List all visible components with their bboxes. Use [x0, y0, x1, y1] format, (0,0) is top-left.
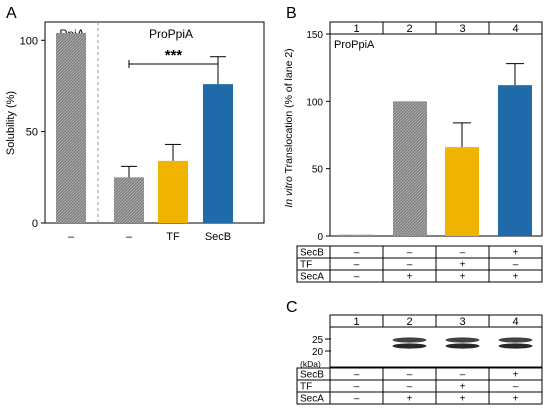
panel-b-title: ProPpiA [334, 39, 375, 51]
condition-label: SecB [300, 370, 324, 381]
condition-value: + [460, 272, 466, 283]
marker-label: 25 [312, 335, 324, 346]
condition-value: – [513, 260, 519, 271]
bar [498, 85, 532, 236]
bar [445, 147, 479, 236]
condition-value: – [407, 260, 413, 271]
x-tick-label: – [126, 231, 133, 243]
lane-number: 1 [353, 316, 359, 328]
condition-value: – [460, 370, 466, 381]
condition-value: + [513, 248, 519, 259]
bar [158, 160, 188, 223]
lane-number: 4 [512, 316, 518, 328]
significance-label: *** [165, 47, 183, 64]
panel-a-frame [44, 21, 265, 224]
lane-number: 3 [459, 23, 465, 35]
condition-value: + [513, 370, 519, 381]
gel-band [498, 343, 533, 349]
lane-number: 2 [406, 316, 412, 328]
condition-label: SecB [300, 248, 324, 259]
panel-b-chart: ProPpiA In vitro Translocation (% of lan… [283, 21, 543, 283]
condition-value: – [354, 248, 360, 259]
panel-a-ylabel: Solubility (%) [5, 91, 17, 155]
condition-label: TF [300, 260, 312, 271]
x-tick-label: SecB [205, 231, 231, 243]
panel-b-ylabel-italic: In vitro [283, 176, 295, 208]
y-tick-label: 50 [312, 165, 324, 176]
lane-number: 4 [512, 23, 518, 35]
condition-value: + [407, 394, 413, 405]
condition-value: – [354, 272, 360, 283]
gel-band [498, 337, 533, 343]
panel-c-table-frame [296, 367, 543, 405]
condition-label: SecA [300, 272, 324, 283]
condition-value: – [354, 394, 360, 405]
condition-label: SecA [300, 394, 324, 405]
condition-value: – [513, 382, 519, 393]
group-label-proppia: ProPpiA [149, 27, 193, 41]
condition-value: + [513, 394, 519, 405]
y-tick-label: 100 [306, 97, 323, 108]
condition-value: + [407, 272, 413, 283]
condition-value: – [354, 260, 360, 271]
condition-value: – [354, 370, 360, 381]
lane-number: 3 [459, 316, 465, 328]
y-tick-label: 0 [32, 218, 38, 230]
condition-value: – [460, 248, 466, 259]
bar [339, 234, 373, 236]
panel-label-a: A [6, 5, 17, 22]
condition-value: – [407, 248, 413, 259]
condition-value: + [513, 272, 519, 283]
panel-a-chart: PpiA ProPpiA Solubility (%) 050100––TFSe… [5, 21, 265, 243]
condition-value: + [460, 260, 466, 271]
condition-value: + [460, 394, 466, 405]
bar [393, 101, 427, 236]
condition-value: – [407, 370, 413, 381]
panel-b-ylabel: In vitro Translocation (% of lane 2) [283, 48, 295, 207]
panel-b-ylabel-rest: Translocation (% of lane 2) [283, 48, 295, 176]
bar [203, 84, 233, 223]
condition-value: + [460, 382, 466, 393]
panel-label-b: B [286, 5, 297, 22]
x-tick-label: – [68, 231, 75, 243]
y-tick-label: 50 [26, 127, 38, 139]
lane-number: 1 [353, 23, 359, 35]
bar [56, 32, 86, 223]
condition-value: – [407, 382, 413, 393]
y-tick-label: 0 [317, 232, 323, 243]
y-tick-label: 150 [306, 30, 323, 41]
condition-label: TF [300, 382, 312, 393]
lane-number: 2 [406, 23, 412, 35]
gel-band [445, 343, 480, 349]
marker-label: 20 [312, 347, 324, 358]
panel-label-c: C [286, 299, 298, 316]
y-tick-label: 100 [20, 35, 38, 47]
bar [114, 177, 144, 223]
marker-unit: (kDa) [300, 359, 321, 369]
gel-band [392, 343, 427, 349]
gel-band [445, 337, 480, 343]
condition-value: – [354, 382, 360, 393]
panel-b-table-frame [296, 245, 543, 283]
x-tick-label: TF [166, 231, 180, 243]
gel-band [392, 337, 427, 343]
